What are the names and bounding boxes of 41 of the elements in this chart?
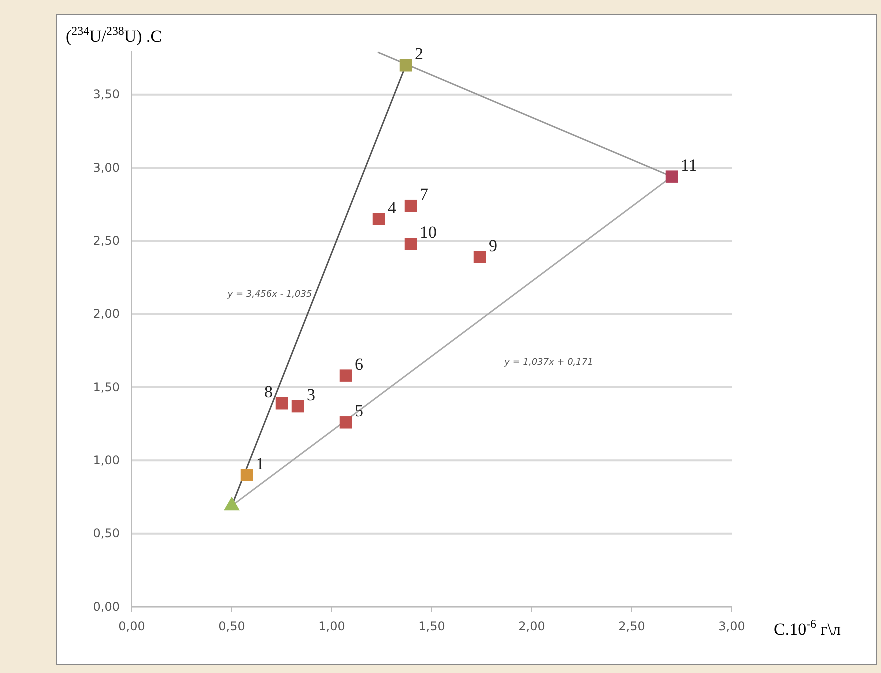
point [340,416,352,429]
y-tick-label: 0,50 [93,526,120,541]
x-tick-label: 0,00 [118,620,146,634]
point [404,238,418,250]
point [292,400,304,413]
x-tick-label: 1,00 [318,620,346,634]
point [340,370,352,382]
point [276,397,288,410]
y-tick-label: 1,00 [93,454,120,468]
y-tick-label: 1,50 [93,380,120,394]
annotation: y = 1,037x + 0,171 [504,358,594,368]
y-axis-title: ($^{234}$U/$^{238}$U) .C [66,24,162,46]
annotation: 2 [415,44,424,64]
annotation: 7 [420,185,429,204]
annotation: y = 3,456x - 1,035 [226,290,312,300]
annotation: 9 [489,236,498,256]
annotation: 1 [256,454,264,474]
point [240,469,254,482]
annotation: 5 [355,402,364,421]
x-tick-label: 2,50 [618,620,646,634]
x-axis-title: C.10$^{-6}$ г\л [774,617,842,639]
x-tick-label: 2,00 [518,620,546,634]
x-tick-label: 1,50 [418,620,446,634]
point [666,170,678,183]
x-tick-label: 3,00 [718,620,746,634]
x-tick-label: 0,50 [218,620,246,634]
annotation: 11 [681,156,698,175]
point [474,251,486,264]
y-tick-label: 2,00 [93,307,120,322]
annotation: 8 [264,382,273,402]
y-tick-label: 3,50 [93,88,120,102]
point [372,213,386,226]
point [404,200,418,212]
annotation: 6 [355,354,364,374]
y-tick-label: 2,50 [93,234,120,248]
annotation: 3 [307,386,316,405]
y-tick-label: 3,00 [93,160,120,175]
annotation: 10 [420,223,437,242]
y-tick-label: 0,00 [93,600,120,614]
annotation: 4 [388,198,397,218]
point [400,60,412,72]
